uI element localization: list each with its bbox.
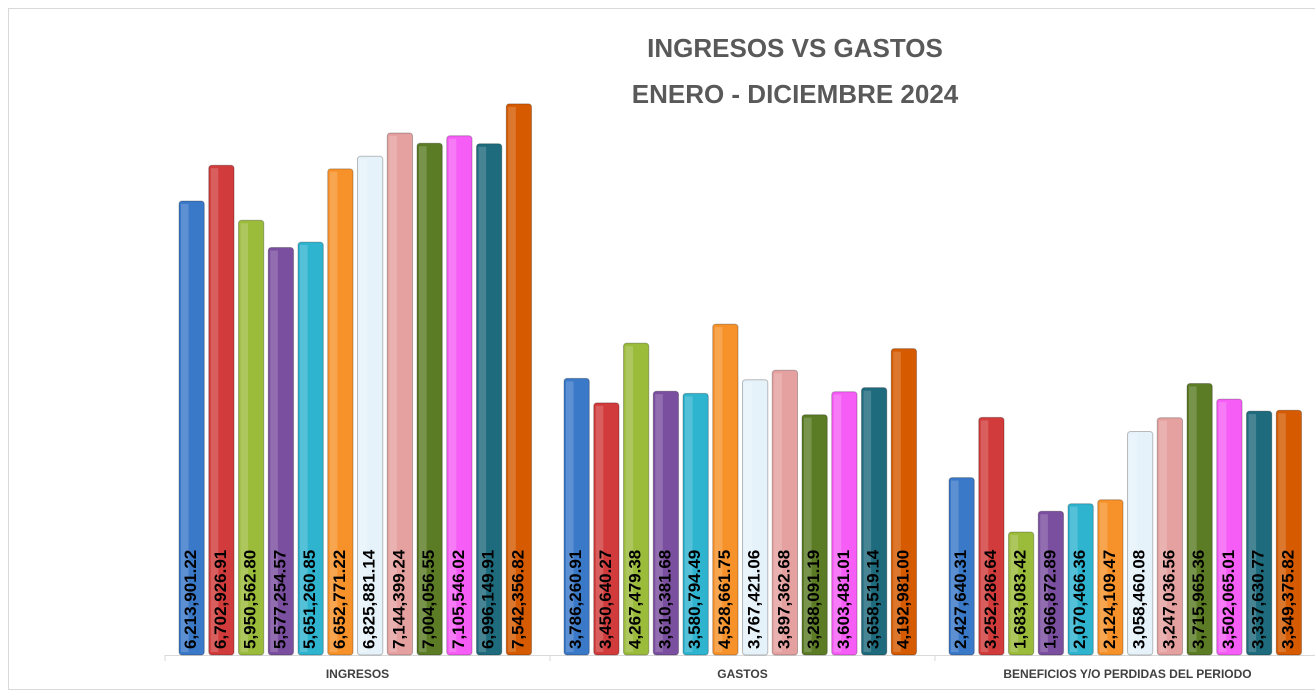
value-label: 3,337,630.77 <box>1249 550 1268 649</box>
value-label: 3,252,286.64 <box>981 549 1000 649</box>
value-label: 6,825,881.14 <box>360 549 379 649</box>
value-label: 3,767,421.06 <box>745 550 764 649</box>
value-label: 7,144,399.24 <box>389 549 408 649</box>
value-label: 3,580,794.49 <box>685 550 704 649</box>
value-label: 3,288,091.19 <box>804 550 823 649</box>
value-label: 3,450,640.27 <box>596 550 615 649</box>
value-label: 5,651,260.85 <box>300 550 319 649</box>
x-tick-label: BENEFICIOS Y/O PERDIDAS DEL PERIODO <box>1003 667 1251 681</box>
value-label: 3,603,481.01 <box>834 550 853 649</box>
value-label: 3,786,260.91 <box>566 550 585 649</box>
value-label: 6,996,149.91 <box>479 550 498 649</box>
value-label: 3,502,065.01 <box>1219 550 1238 649</box>
value-label: 2,427,640.31 <box>951 550 970 649</box>
value-label: 3,349,375.82 <box>1278 550 1297 649</box>
value-label: 4,528,661.75 <box>715 550 734 649</box>
value-label: 6,652,771.22 <box>330 550 349 649</box>
value-label: 7,004,056.55 <box>419 550 438 649</box>
value-label: 5,577,254.57 <box>270 550 289 649</box>
x-tick-label: INGRESOS <box>326 667 389 681</box>
value-label: 6,702,926.91 <box>211 550 230 649</box>
chart-title: ENERO - DICIEMBRE 2024 <box>632 79 959 109</box>
value-label: 7,105,546.02 <box>449 550 468 649</box>
chart-title: INGRESOS VS GASTOS <box>647 33 943 63</box>
value-label: 6,213,901.22 <box>181 550 200 649</box>
value-label: 3,658,519.14 <box>864 549 883 649</box>
value-label: 4,192,981.00 <box>893 550 912 649</box>
value-label: 3,247,036.56 <box>1159 550 1178 649</box>
value-label: 5,950,562.80 <box>241 550 260 649</box>
value-label: 1,966,872.89 <box>1040 550 1059 649</box>
value-label: 3,897,362.68 <box>774 550 793 649</box>
value-label: 3,610,381.68 <box>655 550 674 649</box>
value-label: 1,683,083.42 <box>1011 550 1030 649</box>
value-label: 3,058,460.08 <box>1130 550 1149 649</box>
value-label: 4,267,479.38 <box>626 550 645 649</box>
x-tick-label: GASTOS <box>717 667 767 681</box>
value-label: 3,715,965.36 <box>1189 550 1208 649</box>
value-label: 2,070,466.36 <box>1070 550 1089 649</box>
value-label: 2,124,109.47 <box>1100 550 1119 649</box>
value-label: 7,542,356.82 <box>508 550 527 649</box>
